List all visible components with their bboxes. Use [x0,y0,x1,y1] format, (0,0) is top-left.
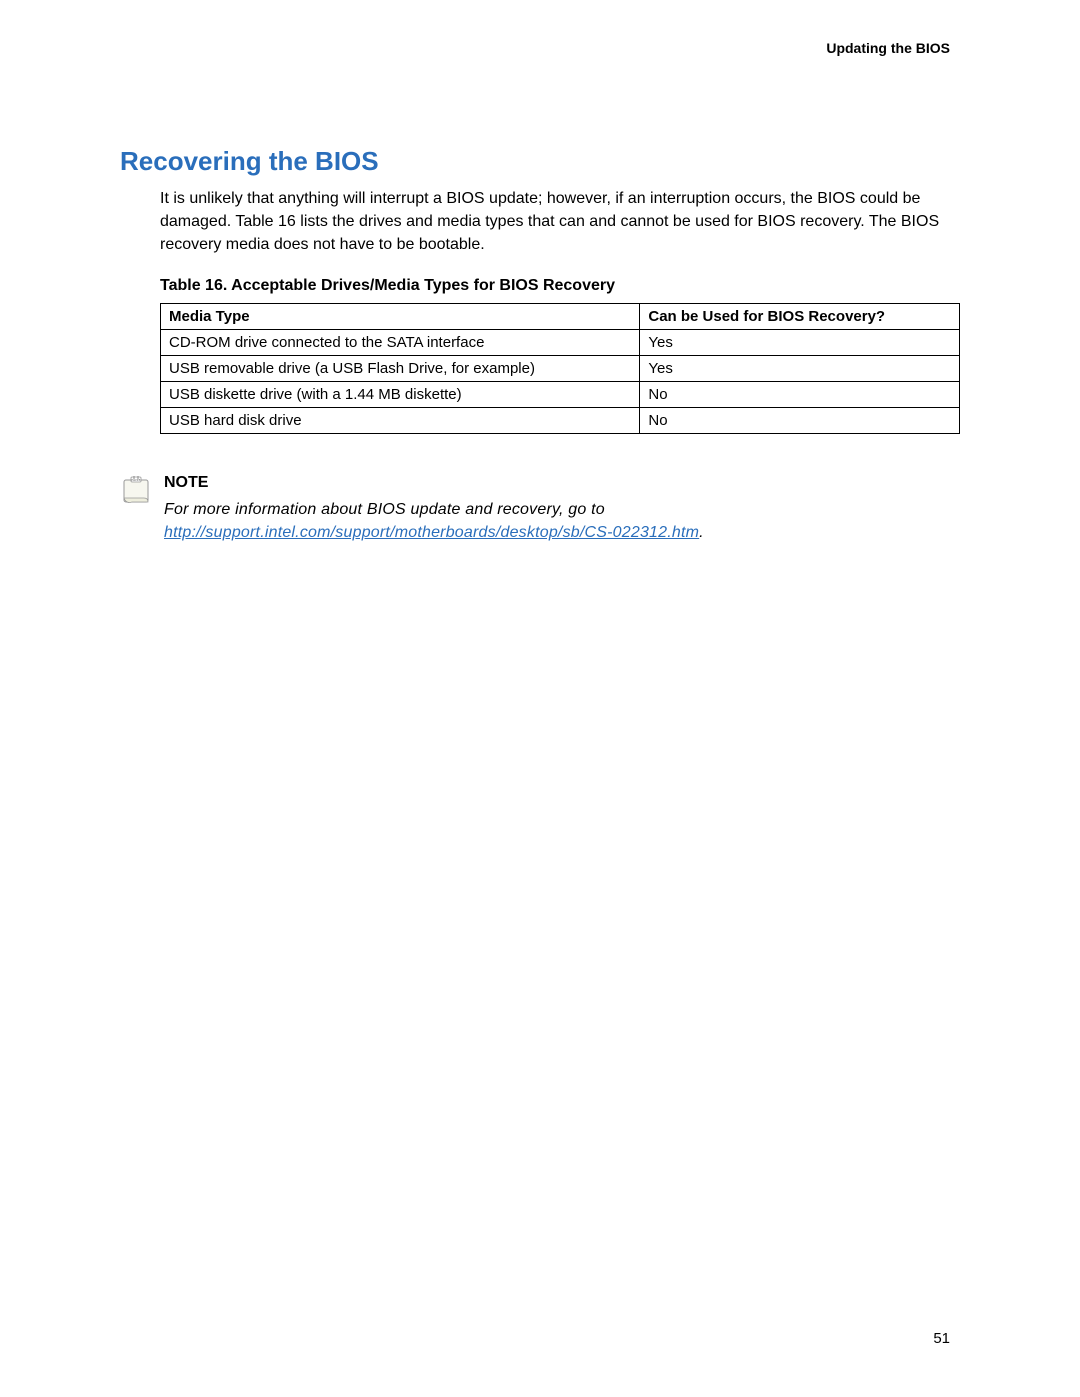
table-cell: USB diskette drive (with a 1.44 MB diske… [161,381,640,407]
table-row: USB hard disk drive No [161,407,960,433]
page-number: 51 [933,1330,950,1347]
table-caption: Table 16. Acceptable Drives/Media Types … [160,277,960,295]
table-cell: USB removable drive (a USB Flash Drive, … [161,355,640,381]
note-content: NOTE For more information about BIOS upd… [164,474,960,544]
note-link[interactable]: http://support.intel.com/support/motherb… [164,524,699,541]
table-header-row: Media Type Can be Used for BIOS Recovery… [161,303,960,329]
svg-text:NOTE: NOTE [131,478,140,482]
section-title: Recovering the BIOS [120,146,960,177]
table-row: USB diskette drive (with a 1.44 MB diske… [161,381,960,407]
table-cell: Yes [640,329,960,355]
note-block: NOTE NOTE For more information about BIO… [120,474,960,544]
section-paragraph: It is unlikely that anything will interr… [160,187,960,257]
table-header-cell: Can be Used for BIOS Recovery? [640,303,960,329]
document-page: Updating the BIOS Recovering the BIOS It… [0,0,1080,1397]
table-cell: No [640,407,960,433]
table-cell: Yes [640,355,960,381]
table-cell: USB hard disk drive [161,407,640,433]
table-row: USB removable drive (a USB Flash Drive, … [161,355,960,381]
note-text: For more information about BIOS update a… [164,498,960,544]
table-cell: CD-ROM drive connected to the SATA inter… [161,329,640,355]
note-label: NOTE [164,474,960,492]
table-cell: No [640,381,960,407]
note-lead: For more information about BIOS update a… [164,501,605,518]
running-header: Updating the BIOS [120,40,960,56]
bios-recovery-table: Media Type Can be Used for BIOS Recovery… [160,303,960,434]
note-icon: NOTE [120,474,154,508]
table-row: CD-ROM drive connected to the SATA inter… [161,329,960,355]
note-trail: . [699,524,704,541]
table-header-cell: Media Type [161,303,640,329]
